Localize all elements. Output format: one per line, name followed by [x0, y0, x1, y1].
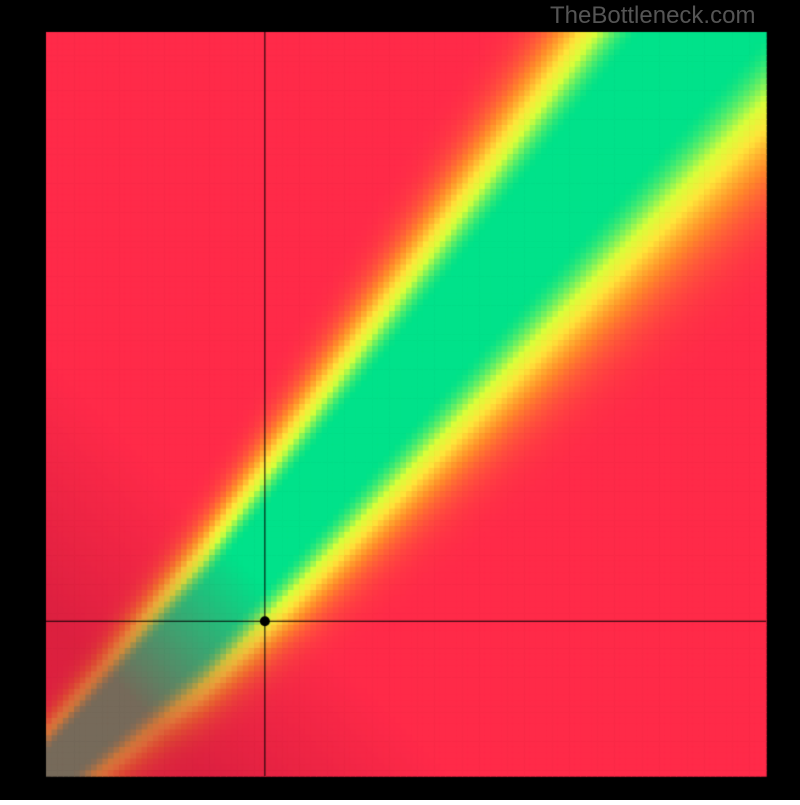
bottleneck-heatmap: TheBottleneck.com	[0, 0, 800, 800]
attribution-text: TheBottleneck.com	[550, 2, 755, 30]
heatmap-canvas	[0, 0, 800, 800]
